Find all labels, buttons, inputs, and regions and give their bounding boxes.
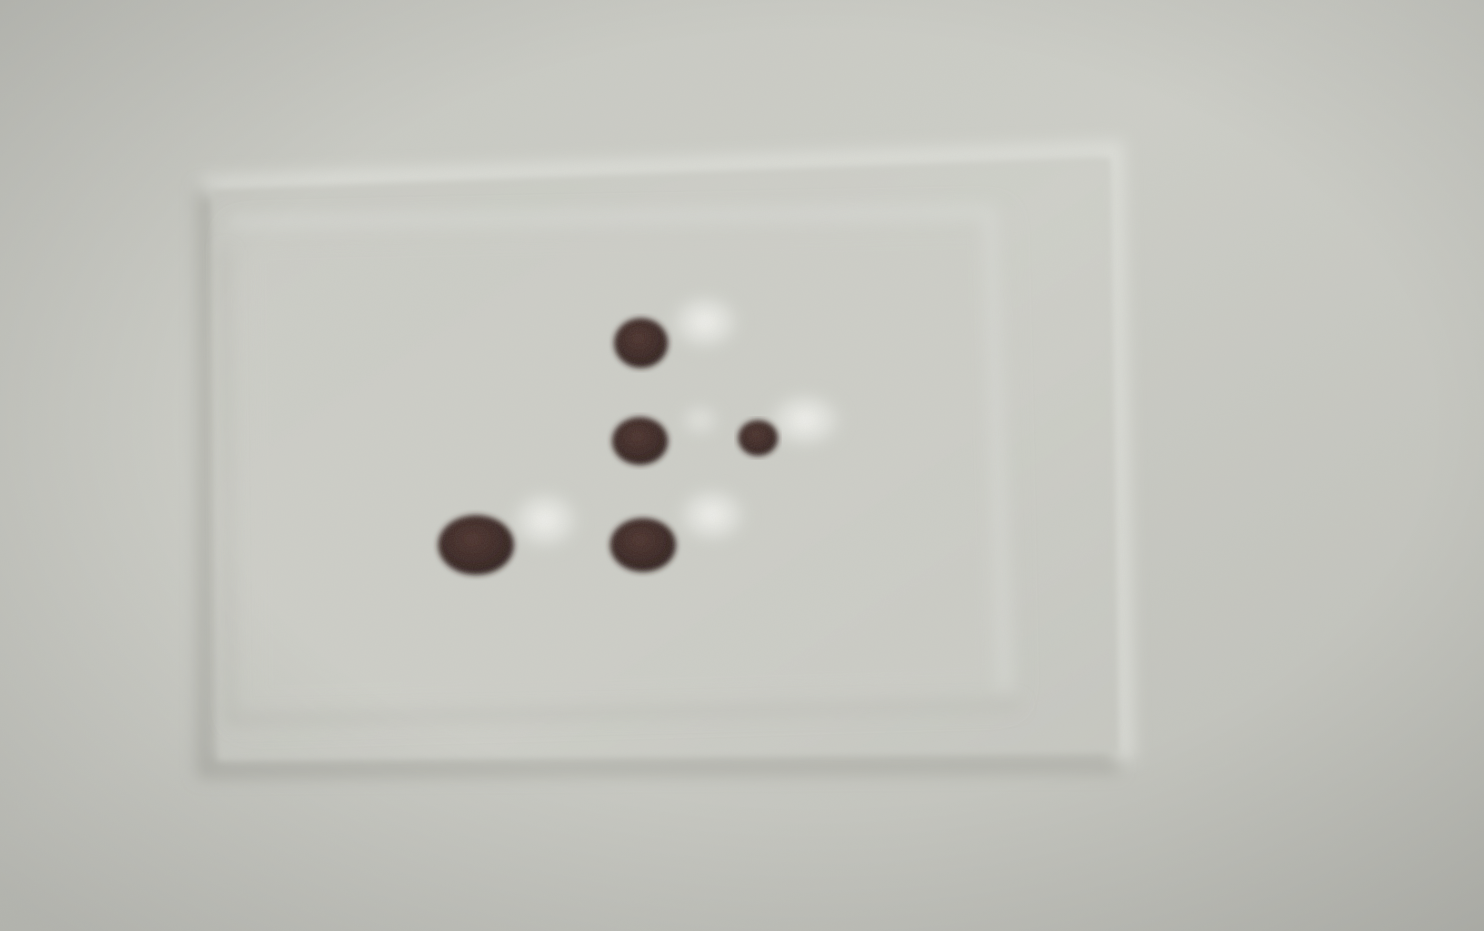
paper-surface	[0, 0, 1484, 931]
vignette	[0, 0, 1484, 931]
photo-scene	[0, 0, 1484, 931]
